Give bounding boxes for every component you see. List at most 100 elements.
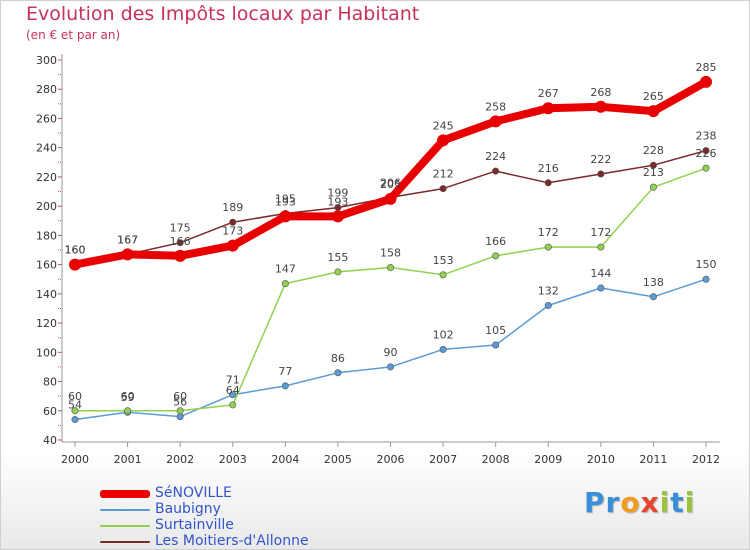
data-point: [71, 416, 79, 424]
data-label: 147: [275, 263, 296, 276]
data-point: [334, 268, 342, 276]
data-label: 228: [643, 144, 664, 157]
data-label: 160: [65, 244, 86, 257]
y-tick-label: 40: [43, 434, 57, 447]
data-point: [649, 183, 657, 191]
data-point: [597, 170, 605, 178]
data-label: 172: [590, 226, 611, 239]
data-label: 132: [538, 285, 559, 298]
data-point: [124, 407, 132, 415]
data-label: 245: [433, 119, 454, 132]
data-label: 172: [538, 226, 559, 239]
data-point: [384, 192, 397, 205]
data-point: [594, 100, 607, 113]
data-label: 212: [433, 168, 454, 181]
chart-title: Evolution des Impôts locaux par Habitant: [26, 3, 420, 25]
data-label: 60: [173, 390, 187, 403]
data-label: 175: [170, 222, 191, 235]
data-point: [229, 401, 237, 409]
data-point: [334, 369, 342, 377]
data-label: 258: [485, 100, 506, 113]
data-label: 71: [226, 374, 240, 387]
y-tick-label: 80: [43, 376, 57, 389]
y-tick-label: 280: [36, 83, 57, 96]
legend-swatch: [100, 525, 150, 527]
data-label: 189: [222, 201, 243, 214]
y-tick-label: 120: [36, 317, 57, 330]
x-tick-label: 2011: [639, 453, 667, 466]
chart-subtitle: (en € et par an): [26, 28, 121, 42]
data-point: [121, 248, 134, 261]
data-label: 166: [485, 235, 506, 248]
data-point: [439, 271, 447, 279]
data-point: [331, 210, 344, 223]
x-tick-label: 2005: [324, 453, 352, 466]
data-label: 150: [696, 258, 717, 271]
data-label: 64: [226, 384, 240, 397]
y-tick-label: 60: [43, 405, 57, 418]
data-label: 213: [643, 166, 664, 179]
data-label: 222: [590, 153, 611, 166]
x-tick-label: 2002: [166, 453, 194, 466]
data-label: 216: [538, 162, 559, 175]
data-point: [700, 75, 712, 88]
data-label: 265: [643, 90, 664, 103]
data-point: [702, 147, 710, 155]
data-label: 158: [380, 247, 401, 260]
x-tick-label: 2008: [482, 453, 510, 466]
data-point: [437, 134, 450, 147]
data-point: [176, 413, 184, 421]
y-tick-label: 160: [36, 259, 57, 272]
data-point: [69, 258, 81, 271]
data-label: 59: [121, 391, 135, 404]
data-label: 195: [275, 192, 296, 205]
y-tick-label: 240: [36, 142, 57, 155]
logo-letter: o: [620, 486, 641, 519]
data-label: 285: [696, 61, 717, 74]
x-tick-label: 2010: [587, 453, 615, 466]
data-label: 173: [222, 225, 243, 238]
data-point: [647, 105, 660, 118]
data-label: 105: [485, 324, 506, 337]
data-point: [281, 280, 289, 288]
data-label: 155: [327, 251, 348, 264]
data-label: 77: [278, 365, 292, 378]
data-point: [439, 185, 447, 193]
data-label: 193: [275, 195, 296, 208]
data-label: 102: [433, 328, 454, 341]
x-tick-label: 2006: [377, 453, 405, 466]
y-tick-label: 140: [36, 288, 57, 301]
logo-letter: P: [584, 486, 606, 519]
data-label: 60: [68, 390, 82, 403]
data-label: 160: [65, 244, 86, 257]
data-point: [229, 391, 237, 399]
data-label: 267: [538, 87, 559, 100]
data-point: [386, 363, 394, 371]
x-tick-label: 2001: [114, 453, 142, 466]
data-label: 144: [590, 267, 611, 280]
data-point: [649, 293, 657, 301]
data-point: [544, 302, 552, 310]
data-point: [492, 167, 500, 175]
data-point: [226, 239, 239, 252]
data-point: [279, 210, 292, 223]
legend-swatch: [100, 490, 150, 498]
data-label: 167: [117, 233, 138, 246]
data-point: [544, 179, 552, 187]
data-point: [229, 218, 237, 226]
legend-swatch: [100, 541, 150, 543]
data-point: [492, 252, 500, 260]
data-point: [542, 102, 555, 115]
x-tick-label: 2009: [534, 453, 562, 466]
data-label: 153: [433, 254, 454, 267]
proxiti-logo: Proxiti: [584, 486, 695, 519]
x-tick-label: 2012: [692, 453, 720, 466]
y-tick-label: 100: [36, 346, 57, 359]
data-label: 54: [68, 399, 82, 412]
data-point: [176, 407, 184, 415]
logo-letter: r: [605, 486, 621, 519]
data-label: 199: [327, 187, 348, 200]
data-label: 238: [696, 130, 717, 143]
